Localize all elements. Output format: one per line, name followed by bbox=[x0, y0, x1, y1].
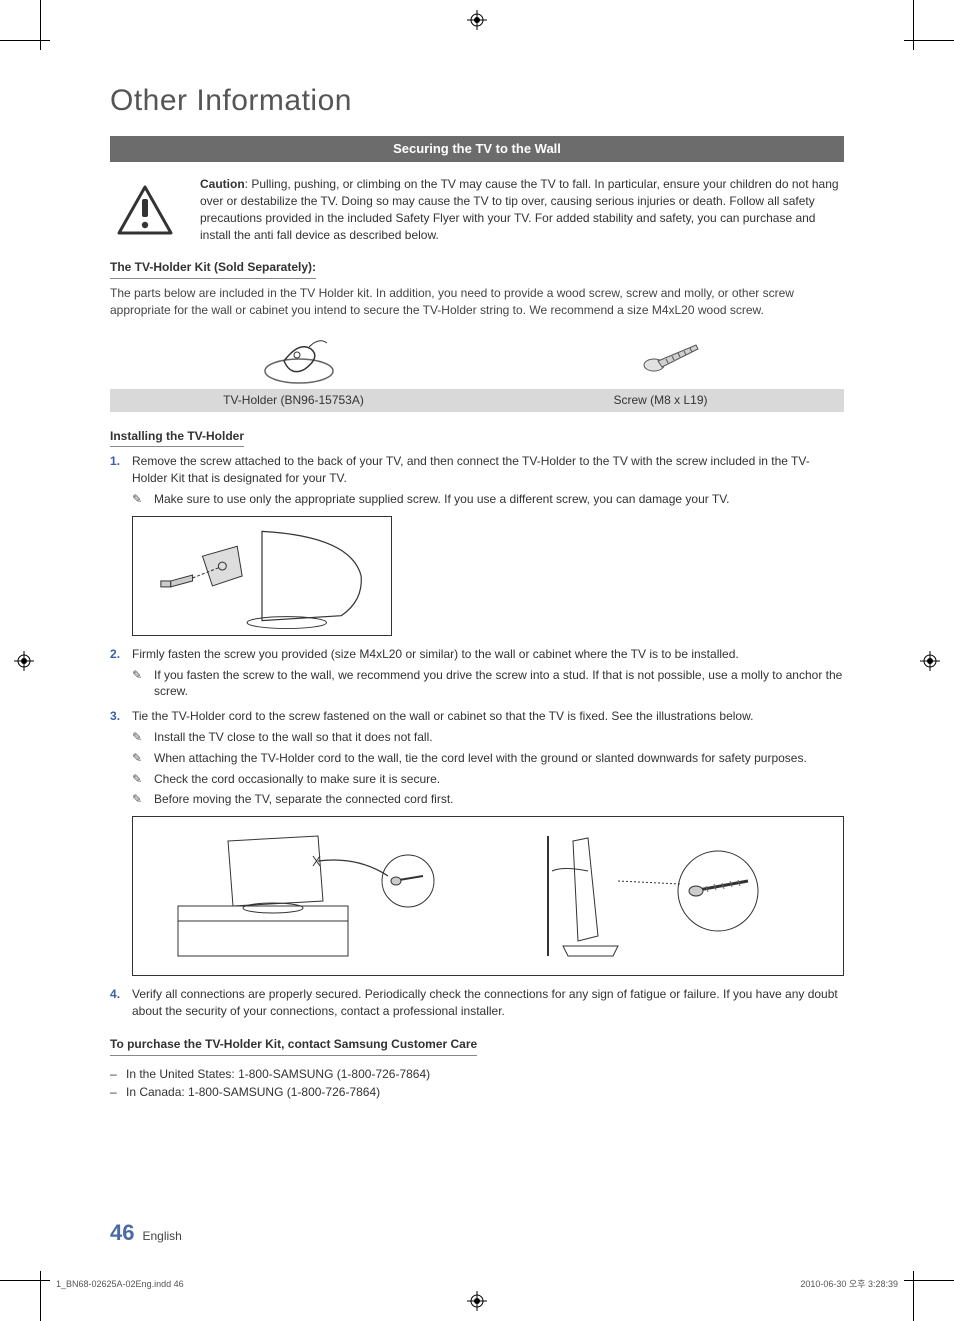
step-1: Remove the screw attached to the back of… bbox=[110, 453, 844, 635]
holder-kit-heading: The TV-Holder Kit (Sold Separately): bbox=[110, 259, 316, 279]
footer-meta: 1_BN68-02625A-02Eng.indd 46 2010-06-30 오… bbox=[56, 1278, 898, 1291]
registration-mark-icon bbox=[467, 1291, 487, 1311]
install-steps: Remove the screw attached to the back of… bbox=[110, 453, 844, 1019]
part1-label: TV-Holder (BN96-15753A) bbox=[110, 389, 477, 412]
step-3-note-3: Before moving the TV, separate the conne… bbox=[132, 791, 844, 808]
screw-illustration bbox=[636, 339, 706, 379]
purchase-heading: To purchase the TV-Holder Kit, contact S… bbox=[110, 1036, 477, 1056]
step1-illustration bbox=[132, 516, 392, 636]
step-3-note-2: Check the cord occasionally to make sure… bbox=[132, 771, 844, 788]
step-2-text: Firmly fasten the screw you provided (si… bbox=[132, 647, 739, 661]
purchase-list: In the United States: 1-800-SAMSUNG (1-8… bbox=[110, 1066, 844, 1102]
registration-mark-icon bbox=[14, 651, 34, 671]
page-title: Other Information bbox=[110, 80, 844, 122]
page-number-row: 46 English bbox=[110, 1218, 182, 1249]
step-3-text: Tie the TV-Holder cord to the screw fast… bbox=[132, 709, 753, 723]
purchase-item-0: In the United States: 1-800-SAMSUNG (1-8… bbox=[110, 1066, 844, 1083]
step-4: Verify all connections are properly secu… bbox=[110, 986, 844, 1020]
footer-file: 1_BN68-02625A-02Eng.indd 46 bbox=[56, 1278, 184, 1291]
step-2-note-0: If you fasten the screw to the wall, we … bbox=[132, 667, 844, 701]
step-1-note-0: Make sure to use only the appropriate su… bbox=[132, 491, 844, 508]
step-3: Tie the TV-Holder cord to the screw fast… bbox=[110, 708, 844, 976]
step-3-note-0: Install the TV close to the wall so that… bbox=[132, 729, 844, 746]
part2-label: Screw (M8 x L19) bbox=[477, 389, 844, 412]
holder-kit-intro: The parts below are included in the TV H… bbox=[110, 285, 844, 319]
step3-illustration bbox=[132, 816, 844, 976]
section-heading: Securing the TV to the Wall bbox=[110, 136, 844, 162]
tv-holder-illustration bbox=[249, 329, 359, 389]
step-3-note-1: When attaching the TV-Holder cord to the… bbox=[132, 750, 844, 767]
caution-text: Caution: Pulling, pushing, or climbing o… bbox=[200, 176, 844, 243]
parts-label-bar: TV-Holder (BN96-15753A) Screw (M8 x L19) bbox=[110, 389, 844, 412]
purchase-item-1: In Canada: 1-800-SAMSUNG (1-800-726-7864… bbox=[110, 1084, 844, 1101]
page-language: English bbox=[142, 1228, 181, 1245]
step-1-text: Remove the screw attached to the back of… bbox=[132, 454, 810, 485]
registration-mark-icon bbox=[920, 651, 940, 671]
page-number: 46 bbox=[110, 1218, 134, 1249]
footer-timestamp: 2010-06-30 오후 3:28:39 bbox=[800, 1278, 898, 1291]
registration-mark-icon bbox=[467, 10, 487, 30]
installing-heading: Installing the TV-Holder bbox=[110, 428, 244, 448]
warning-icon bbox=[110, 176, 180, 243]
step-2: Firmly fasten the screw you provided (si… bbox=[110, 646, 844, 700]
caution-label: Caution bbox=[200, 177, 245, 191]
step-4-text: Verify all connections are properly secu… bbox=[132, 987, 838, 1018]
caution-body: : Pulling, pushing, or climbing on the T… bbox=[200, 177, 839, 241]
